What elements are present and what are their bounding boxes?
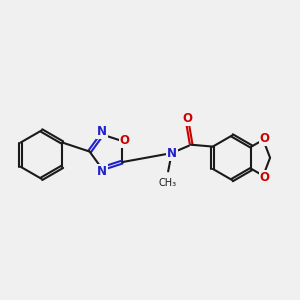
Text: CH₃: CH₃ xyxy=(159,178,177,188)
Text: O: O xyxy=(120,134,130,148)
Text: N: N xyxy=(167,147,177,160)
Text: O: O xyxy=(182,112,192,125)
Text: N: N xyxy=(97,125,107,139)
Text: N: N xyxy=(97,165,107,178)
Text: O: O xyxy=(260,132,270,145)
Text: O: O xyxy=(260,171,270,184)
